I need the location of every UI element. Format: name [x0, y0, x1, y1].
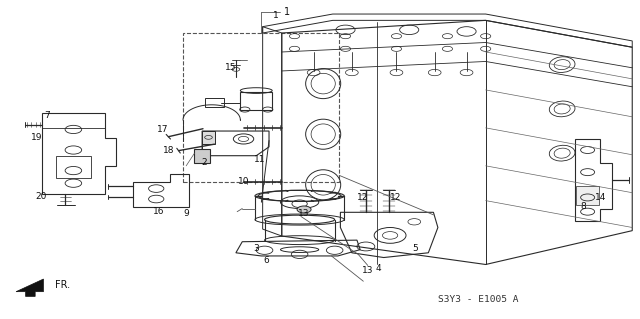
Bar	[241, 92, 272, 110]
Text: 12: 12	[357, 193, 369, 202]
Bar	[195, 149, 210, 163]
Text: S3Y3 - E1005 A: S3Y3 - E1005 A	[438, 295, 518, 304]
Text: 1: 1	[273, 11, 278, 20]
Bar	[205, 98, 225, 107]
Text: 8: 8	[580, 203, 586, 211]
Text: 16: 16	[153, 207, 164, 216]
Text: 9: 9	[183, 209, 189, 218]
Text: FR.: FR.	[55, 280, 70, 290]
Text: 7: 7	[44, 111, 50, 120]
Text: 14: 14	[595, 193, 606, 202]
Text: 13: 13	[362, 266, 374, 275]
Text: 3: 3	[253, 244, 259, 253]
Text: 2: 2	[201, 158, 207, 167]
Text: 15: 15	[225, 63, 237, 72]
Text: 19: 19	[31, 133, 42, 143]
Circle shape	[297, 206, 311, 213]
Text: 13: 13	[298, 209, 310, 218]
Bar	[576, 186, 599, 205]
Text: 17: 17	[157, 125, 168, 134]
Text: 20: 20	[35, 192, 47, 201]
Bar	[202, 131, 215, 144]
Text: 12: 12	[390, 193, 401, 202]
Text: 18: 18	[163, 145, 175, 154]
Text: 10: 10	[238, 177, 250, 186]
Text: 6: 6	[263, 256, 269, 264]
Text: 11: 11	[253, 155, 265, 164]
Text: 4: 4	[376, 264, 381, 273]
Text: 5: 5	[413, 243, 419, 253]
Polygon shape	[16, 279, 44, 296]
Bar	[183, 33, 339, 182]
Bar	[56, 156, 91, 178]
Text: 1: 1	[284, 7, 290, 18]
